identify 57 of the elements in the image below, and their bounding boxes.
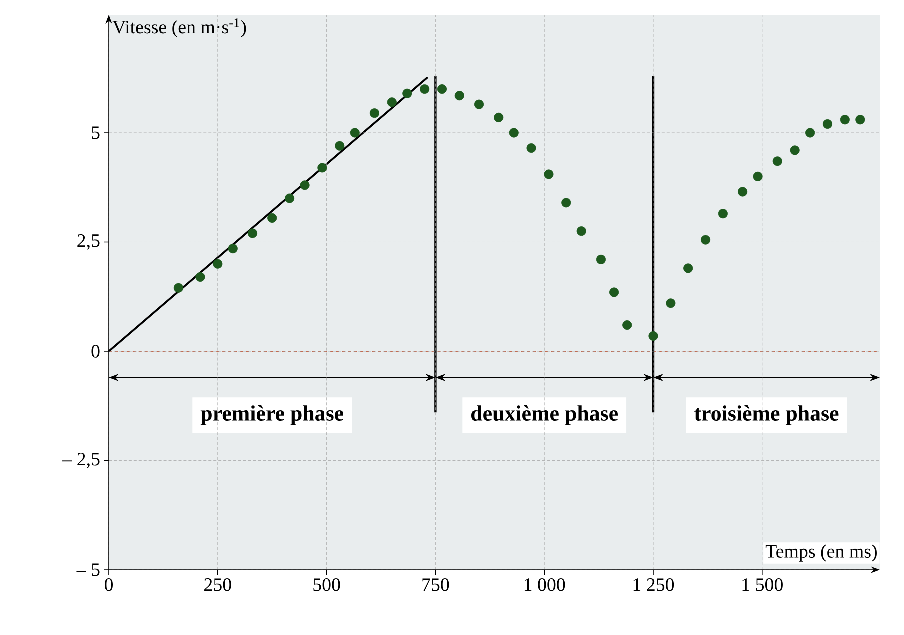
- point: [350, 128, 360, 138]
- point: [509, 128, 519, 138]
- y-tick-label: 0: [92, 345, 100, 358]
- point: [700, 235, 711, 245]
- point: [562, 198, 572, 208]
- point: [526, 144, 536, 154]
- point: [856, 115, 866, 125]
- point: [213, 259, 223, 269]
- point: [666, 298, 676, 308]
- point: [622, 320, 632, 330]
- x-tick-label: 1 000: [524, 578, 566, 592]
- band-label: deuxième phase: [472, 406, 618, 426]
- point: [387, 98, 397, 108]
- y-axis-title: Vitesse (en m·s$^{-1}$): [112, 18, 246, 38]
- y-tick-label: – 2,5: [62, 453, 100, 468]
- point: [738, 187, 748, 197]
- point: [790, 146, 800, 156]
- point: [196, 272, 206, 282]
- point: [648, 331, 658, 341]
- point: [335, 141, 345, 151]
- point: [822, 119, 833, 130]
- x-tick-label: 250: [204, 578, 232, 592]
- y-tick-label: 2,5: [78, 234, 100, 250]
- band-label: troisième phase: [694, 406, 839, 426]
- point: [284, 194, 295, 204]
- point: [806, 128, 816, 138]
- x-tick-label: 1 250: [634, 578, 674, 592]
- x-tick-label: 0: [104, 578, 113, 592]
- point: [684, 264, 694, 274]
- point: [437, 84, 448, 94]
- point: [772, 156, 782, 166]
- point: [454, 91, 464, 101]
- point: [494, 112, 504, 122]
- point: [228, 244, 238, 254]
- x-axis-title: Temps (en ms): [766, 544, 877, 562]
- point: [753, 172, 763, 182]
- point: [576, 226, 586, 236]
- point: [268, 213, 278, 223]
- x-tick-label: 500: [314, 578, 340, 592]
- point: [402, 88, 412, 98]
- point: [596, 254, 606, 265]
- x-tick-label: 750: [422, 578, 450, 592]
- band-label: première phase: [200, 406, 344, 426]
- point: [610, 288, 620, 298]
- point: [318, 163, 328, 173]
- point: [840, 115, 850, 125]
- point: [718, 209, 728, 219]
- y-tick-label: – 5: [76, 564, 100, 576]
- point: [370, 108, 380, 118]
- x-tick-label: 1 500: [742, 578, 783, 592]
- point: [420, 84, 430, 94]
- point: [174, 283, 184, 293]
- point: [474, 100, 484, 110]
- point: [300, 180, 310, 190]
- y-tick-label: 5: [92, 126, 100, 140]
- point: [248, 228, 258, 238]
- point: [544, 170, 554, 180]
